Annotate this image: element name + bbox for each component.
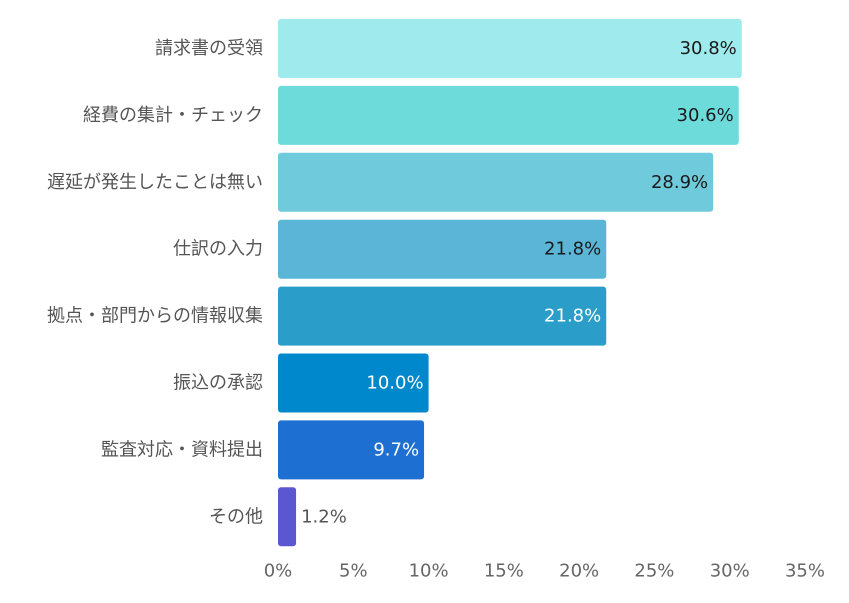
x-tick-label: 30% (710, 561, 750, 582)
x-tick-label: 5% (339, 561, 368, 582)
x-axis-ticks: 0% 5% 10% 15% 20% 25% 30% 35% (264, 561, 825, 582)
data-label: 28.9% (651, 172, 708, 193)
bar-8 (278, 487, 297, 547)
bar-3 (278, 152, 714, 212)
data-label: 9.7% (373, 439, 419, 460)
category-label: 経費の集計・チェック (83, 105, 263, 126)
category-label: 遅延が発生したことは無い (47, 172, 263, 193)
bar-7 (278, 420, 425, 480)
category-label: 監査対応・資料提出 (101, 439, 263, 460)
x-tick-label: 15% (484, 561, 524, 582)
category-label: 振込の承認 (173, 373, 263, 394)
bar-4 (278, 219, 607, 279)
category-labels: 請求書の受領経費の集計・チェック遅延が発生したことは無い仕訳の入力拠点・部門から… (47, 38, 263, 527)
bar-6 (278, 353, 429, 413)
data-label: 1.2% (301, 506, 347, 527)
x-tick-label: 0% (264, 561, 293, 582)
bars-layer (278, 19, 742, 547)
x-tick-label: 10% (409, 561, 449, 582)
data-label: 21.8% (544, 306, 601, 327)
data-label: 30.8% (680, 38, 737, 59)
value-labels: 30.8% 30.6% 28.9% 21.8% 21.8% 10.0% 9.7% 1.2% (301, 38, 737, 527)
category-label: 仕訳の入力 (173, 239, 263, 260)
data-label: 21.8% (544, 239, 601, 260)
data-label: 30.6% (677, 105, 734, 126)
x-tick-label: 35% (785, 561, 825, 582)
category-label: その他 (209, 506, 263, 527)
x-tick-label: 25% (634, 561, 674, 582)
category-label: 拠点・部門からの情報収集 (47, 306, 263, 327)
bar-2 (278, 85, 739, 145)
data-label: 10.0% (366, 373, 423, 394)
category-label: 請求書の受領 (155, 38, 263, 59)
x-tick-label: 20% (559, 561, 599, 582)
bar-5 (278, 286, 607, 346)
bar-1 (278, 19, 742, 78)
